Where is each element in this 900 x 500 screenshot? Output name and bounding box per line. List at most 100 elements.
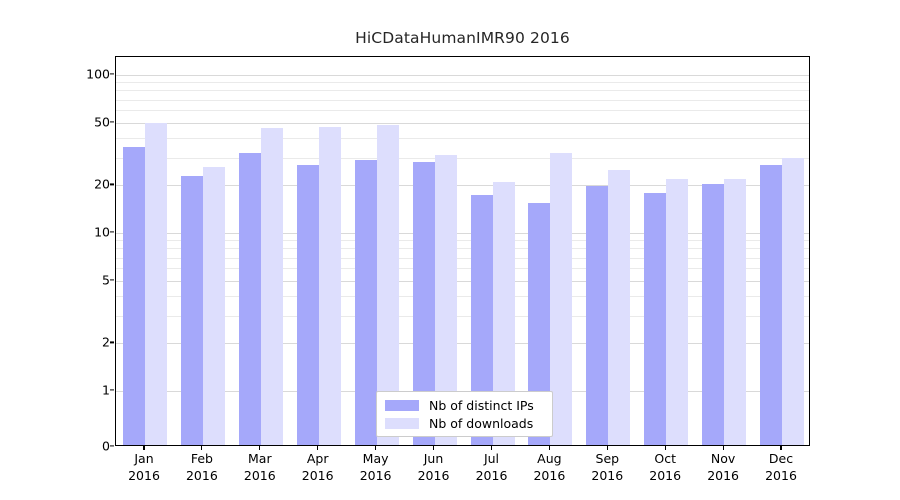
x-axis-tick-sep: Sep 2016 [562,450,652,484]
bar-downloads-nov [724,178,747,445]
legend-label-downloads: Nb of downloads [429,416,534,431]
gridline-minor [116,110,809,112]
x-axis-tick-year: 2016 [301,468,334,483]
x-axis-tick-mark [780,446,782,450]
y-axis-tick-label: 10 [94,224,110,240]
chart-title: HiCDataHumanIMR90 2016 [355,29,570,47]
x-axis-tick-year: 2016 [591,468,624,483]
x-axis-tick-year: 2016 [649,468,682,483]
x-axis-tick-mark [143,446,145,450]
gridline-major [116,75,809,76]
legend-swatch-downloads [385,418,419,429]
x-axis-tick-month: Jul [483,451,500,466]
y-axis-tick-mark [110,445,114,447]
chart-legend: Nb of distinct IPs Nb of downloads [376,391,553,437]
x-axis-tick-jun: Jun 2016 [389,450,479,484]
bar-ips-apr [296,164,319,445]
x-axis-labels: Jan 2016 Feb 2016 Mar 2016 Apr 2016 May 2016 Jun 20… [115,446,810,496]
bar-ips-feb [180,175,203,445]
x-axis-tick-mark [606,446,608,450]
y-axis-tick-label: 0 [102,438,110,454]
legend-item-ips: Nb of distinct IPs [385,397,544,414]
x-axis-tick-mark [375,446,377,450]
x-axis-tick-mar: Mar 2016 [215,450,305,484]
x-axis-tick-apr: Apr 2016 [273,450,363,484]
gridline-minor [116,268,809,270]
x-axis-tick-mark [548,446,550,450]
x-axis-tick-month: Nov [710,451,736,466]
x-axis-tick-year: 2016 [533,468,566,483]
x-axis-tick-year: 2016 [243,468,276,483]
bar-ips-jul [470,194,493,445]
legend-swatch-ips [385,400,419,411]
x-axis-tick-year: 2016 [185,468,218,483]
x-axis-tick-year: 2016 [475,468,508,483]
gridline-minor [116,82,809,84]
y-axis-tick-mark [110,183,114,185]
bar-downloads-sep [608,170,631,445]
bar-downloads-aug [550,153,573,445]
bar-downloads-jun [434,155,457,445]
y-axis-tick-label: 2 [102,334,110,350]
bar-downloads-feb [202,167,225,445]
bar-downloads-oct [666,178,689,445]
x-axis-tick-year: 2016 [417,468,450,483]
x-axis-tick-feb: Feb 2016 [157,450,247,484]
x-axis-tick-month: Aug [537,451,562,466]
bar-ips-dec [760,164,782,445]
plot-area [115,56,810,446]
y-axis-tick-mark [110,341,114,343]
bar-ips-jan [123,147,145,445]
x-axis-tick-month: May [362,451,389,466]
x-axis-tick-month: Oct [654,451,676,466]
x-axis-tick-mark [259,446,261,450]
bar-ips-sep [586,186,609,445]
x-axis-tick-year: 2016 [707,468,739,483]
bar-ips-jun [412,162,435,445]
gridline-major [116,122,809,124]
bar-downloads-may [376,124,399,445]
legend-item-downloads: Nb of downloads [385,415,544,432]
x-axis-tick-oct: Oct 2016 [620,450,710,484]
y-axis-tick-mark [110,73,114,75]
x-axis-tick-mark [490,446,493,450]
x-axis-tick-month: Sep [595,451,620,466]
x-axis-tick-year: 2016 [128,468,160,483]
gridline-minor [116,315,809,317]
gridline-minor [116,240,809,242]
x-axis-tick-aug: Aug 2016 [504,450,594,484]
y-axis-ticks [110,56,115,447]
x-axis-tick-may: May 2016 [331,450,421,484]
bar-ips-oct [644,192,667,445]
gridline-minor [116,295,809,297]
bar-ips-mar [238,153,261,445]
x-axis-tick-year: 2016 [765,468,797,483]
y-axis-tick-mark [110,231,114,233]
y-axis-tick-mark [110,121,114,123]
x-axis-tick-mark [432,446,435,450]
x-axis-tick-mark [664,446,666,450]
bar-ips-nov [702,183,725,445]
gridline-minor [116,157,809,159]
gridline-major [116,343,809,345]
gridline-minor [116,257,809,259]
gridline-minor [116,90,809,92]
y-axis-labels: 0 1 2 5 10 20 50 100 [70,56,110,454]
gridline-major [116,233,809,234]
x-axis-tick-month: Mar [248,451,272,466]
x-axis-tick-jul: Jul 2016 [447,450,537,484]
bar-ips-aug [528,202,551,445]
bar-downloads-mar [260,128,283,445]
y-axis-tick-mark [110,279,114,281]
x-axis-tick-month: Jun [423,451,444,466]
gridline-major [116,185,809,187]
y-axis-tick-label: 1 [102,382,110,398]
bar-downloads-jan [145,122,167,445]
x-axis-tick-mark [722,446,724,450]
gridline-minor [116,99,809,101]
bar-ips-may [354,159,377,445]
gridline-minor [116,137,809,139]
x-axis-tick-month: Jan [134,451,154,466]
y-axis-tick-label: 50 [94,114,110,130]
